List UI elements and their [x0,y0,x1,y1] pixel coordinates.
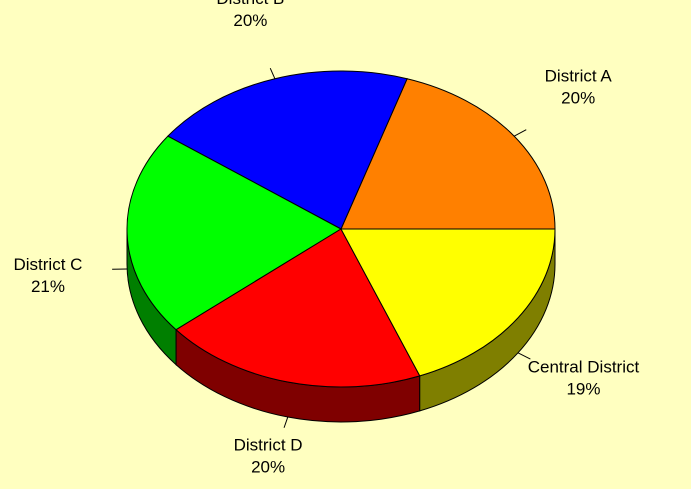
leader-line [517,352,531,360]
label-name: District C [13,255,82,274]
leader-line [513,129,527,137]
label-value: 21% [31,277,65,296]
label-value: 19% [566,379,600,398]
label-value: 20% [251,458,285,477]
data-label: District B 20% [216,0,284,30]
data-label: District C 21% [13,255,82,296]
slice [340,228,556,377]
slice [340,78,556,230]
data-label: District D 20% [234,436,303,477]
leader-line [283,416,289,428]
data-label: District A 20% [545,67,613,108]
label-name: District B [216,0,284,8]
label-value: 20% [561,89,595,108]
label-value: 20% [233,11,267,30]
label-name: District A [545,67,613,86]
data-label: Central District 19% [528,357,640,398]
label-name: District D [234,436,303,455]
slice [175,228,421,388]
slice [167,70,408,230]
leader-line [269,68,276,79]
slice [126,135,343,331]
label-name: Central District [528,357,640,376]
